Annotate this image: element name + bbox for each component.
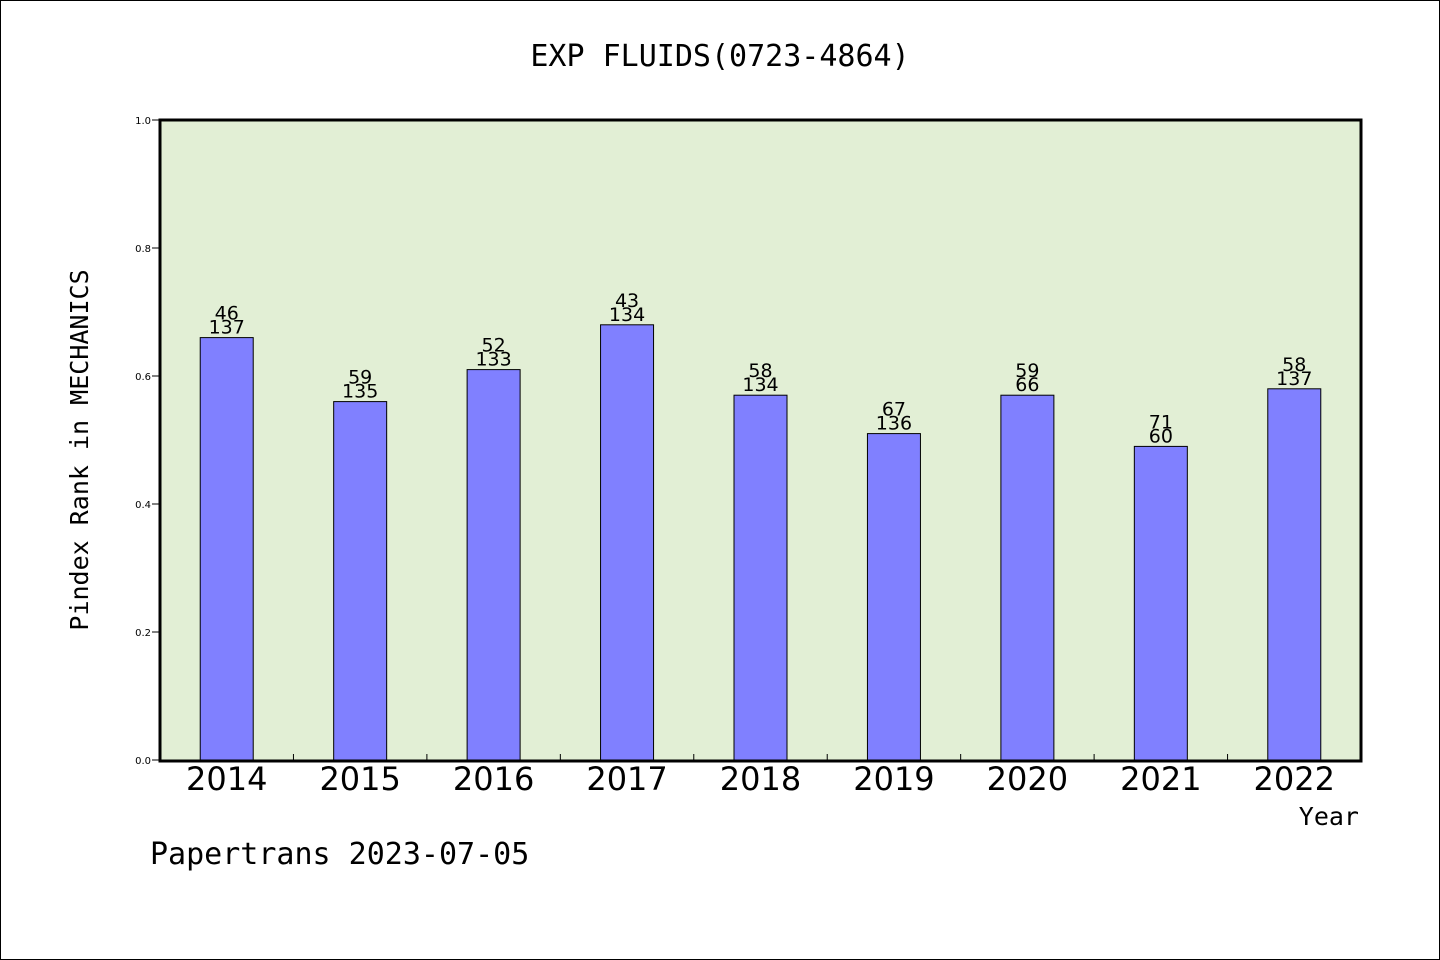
x-axis-ticks: 2014 2015 2016 2017 2018 2019 2020 2021 2022	[186, 754, 1335, 798]
bar-label-top: 58	[1282, 354, 1306, 376]
bar-label-bottom: 134	[609, 304, 645, 326]
footer-credit: Papertrans 2023-07-05	[150, 837, 529, 872]
chart-title: EXP FLUIDS(0723-4864)	[530, 39, 909, 74]
bar-label-top: 52	[482, 335, 506, 357]
y-axis-label: Pindex Rank in MECHANICS	[65, 269, 94, 630]
bar-2018	[733, 394, 788, 761]
bar-2021	[1133, 445, 1188, 761]
bar-label-bottom: 60	[1149, 425, 1173, 447]
x-tick-label: 2015	[319, 760, 400, 798]
bar-label-top: 43	[615, 290, 639, 312]
bar-label-bottom: 135	[342, 381, 378, 403]
y-tick-label: 1.0	[135, 116, 151, 127]
x-tick-label: 2021	[1120, 760, 1201, 798]
bar-label-bottom: 134	[742, 374, 778, 396]
bar-2014	[199, 337, 254, 761]
bar-label-bottom: 137	[1276, 368, 1312, 390]
y-tick-label: 0.8	[135, 244, 151, 255]
bar-2022	[1267, 388, 1322, 761]
bar-2019	[866, 433, 921, 761]
x-tick-label: 2014	[186, 760, 267, 798]
bar-label-bottom: 137	[209, 317, 245, 339]
bar-2016	[466, 369, 521, 761]
y-axis-ticks: 0.0 0.2 0.4 0.6 0.8 1.0	[135, 116, 160, 767]
x-tick-label: 2018	[720, 760, 801, 798]
x-tick-label: 2022	[1254, 760, 1335, 798]
bar-2017	[600, 324, 655, 761]
bar-label-top: 59	[1015, 360, 1039, 382]
bar-label-bottom: 136	[876, 413, 912, 435]
bars-group: 1374613559133521344313458136676659607113…	[199, 290, 1322, 761]
bar-label-top: 67	[882, 399, 906, 421]
y-tick-label: 0.2	[135, 628, 151, 639]
x-axis-label: Year	[1299, 802, 1359, 831]
bar-label-top: 59	[348, 367, 372, 389]
bar-label-bottom: 133	[475, 349, 511, 371]
x-tick-label: 2020	[987, 760, 1068, 798]
y-tick-label: 0.6	[135, 372, 151, 383]
y-tick-label: 0.0	[135, 756, 151, 767]
x-tick-label: 2016	[453, 760, 534, 798]
bar-label-top: 71	[1149, 411, 1173, 433]
bar-2015	[333, 401, 388, 761]
x-tick-label: 2019	[853, 760, 934, 798]
bar-label-top: 46	[215, 303, 239, 325]
bar-label-top: 58	[748, 360, 772, 382]
bar-label-bottom: 66	[1015, 374, 1039, 396]
bar-2020	[1000, 394, 1055, 761]
y-tick-label: 0.4	[135, 500, 151, 511]
x-tick-label: 2017	[586, 760, 667, 798]
